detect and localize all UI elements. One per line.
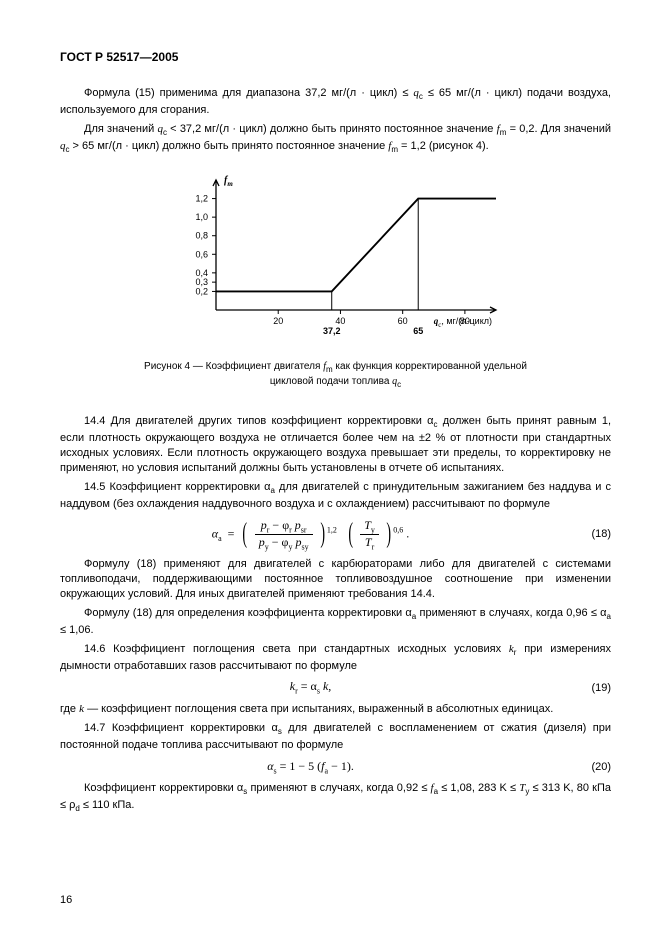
para-147c: Коэффициент корректировки αs применяют в… xyxy=(60,781,611,815)
t: 14.5 Коэффициент корректировки α xyxy=(84,481,271,493)
t: − φ xyxy=(269,518,289,532)
svg-text:0,3: 0,3 xyxy=(195,277,208,287)
t: T xyxy=(365,535,372,549)
svg-text:0,2: 0,2 xyxy=(195,286,208,296)
t: — коэффициент поглощения света при испыт… xyxy=(84,703,553,715)
svg-text:65: 65 xyxy=(413,326,423,336)
t: k, xyxy=(320,679,331,693)
para-145c: Формулу (18) применяют для двигателей с … xyxy=(60,557,611,602)
t: Коэффициент корректировки α xyxy=(84,782,243,794)
t: где xyxy=(60,703,79,715)
sym: m xyxy=(391,145,398,154)
chart-svg: 0,20,30,40,60,81,01,22040608037,265fmqc,… xyxy=(156,170,516,350)
t: Для значений xyxy=(84,123,157,135)
para-145: 14.5 Коэффициент корректировки αа для дв… xyxy=(60,480,611,512)
equation-18: αa = ( pr − φr psr py − φy psy )1,2 ( Ty… xyxy=(60,518,611,552)
t: 14.7 Коэффициент корректировки α xyxy=(84,722,278,734)
svg-text:1,0: 1,0 xyxy=(195,212,208,222)
t: 14.6 Коэффициент поглощения света при ст… xyxy=(84,643,509,655)
svg-text:0,6: 0,6 xyxy=(195,249,208,259)
t: как функция корректированной удельной xyxy=(333,361,527,372)
para-144: 14.4 Для двигателей других типов коэффиц… xyxy=(60,414,611,476)
svg-text:60: 60 xyxy=(397,316,407,326)
para-2: Для значений qc < 37,2 мг/(л · цикл) дол… xyxy=(60,122,611,156)
svg-text:37,2: 37,2 xyxy=(322,326,340,336)
svg-text:20: 20 xyxy=(273,316,283,326)
figure-4-chart: 0,20,30,40,60,81,01,22040608037,265fmqc,… xyxy=(60,170,611,350)
t: y xyxy=(371,525,375,534)
t: Формула (15) применима для диапазона 37,… xyxy=(84,87,413,99)
t: 1,2 xyxy=(327,525,337,534)
t: T xyxy=(364,518,371,532)
para-146: 14.6 Коэффициент поглощения света при ст… xyxy=(60,642,611,674)
t: < 37,2 мг/(л · цикл) должно быть принято… xyxy=(167,123,497,135)
t: sy xyxy=(301,542,308,551)
para-146c: где k — коэффициент поглощения света при… xyxy=(60,702,611,717)
t: = 1 − 5 ( xyxy=(277,759,322,773)
sym: c xyxy=(397,380,401,389)
t: применяют в случаях, когда 0,92 ≤ xyxy=(247,782,430,794)
t: = 0,2. Для значений xyxy=(506,123,611,135)
t: ≤ 1,08, 283 K ≤ xyxy=(438,782,519,794)
figure-4-caption: Рисунок 4 — Коэффициент двигателя fm как… xyxy=(60,360,611,390)
svg-text:1,2: 1,2 xyxy=(195,193,208,203)
t: ≤ 110 кПа. xyxy=(80,799,135,811)
t: − φ xyxy=(269,535,289,549)
para-1: Формула (15) применима для диапазона 37,… xyxy=(60,86,611,118)
equation-20: αs = 1 − 5 (fa − 1). (20) xyxy=(60,759,611,775)
doc-header: ГОСТ Р 52517—2005 xyxy=(60,50,611,64)
eq-num-20: (20) xyxy=(561,761,611,773)
page-number: 16 xyxy=(60,894,72,906)
svg-text:fm: fm xyxy=(224,175,233,188)
svg-text:qc, мг/(л·цикл): qc, мг/(л·цикл) xyxy=(433,316,491,329)
sym: а xyxy=(607,612,611,621)
t: > 65 мг/(л · цикл) должно быть принято п… xyxy=(70,140,389,152)
svg-text:0,4: 0,4 xyxy=(195,268,208,278)
t: применяют в случаях, когда 0,96 ≤ α xyxy=(416,607,606,619)
t: p xyxy=(292,518,301,532)
sym: a xyxy=(218,534,222,543)
t: r xyxy=(372,542,375,551)
t: ≤ 1,06. xyxy=(60,624,94,636)
sym: m xyxy=(326,365,333,374)
svg-text:40: 40 xyxy=(335,316,345,326)
t: 14.4 Для двигателей других типов коэффиц… xyxy=(84,415,433,427)
t: − 1). xyxy=(328,759,354,773)
t: цикловой подачи топлива xyxy=(270,376,392,387)
t: = 1,2 (рисунок 4). xyxy=(398,140,489,152)
equation-19: kr = αs k, (19) xyxy=(60,679,611,695)
svg-text:0,8: 0,8 xyxy=(195,231,208,241)
t: Формулу (18) для определения коэффициент… xyxy=(84,607,412,619)
t: = α xyxy=(298,679,317,693)
eq-num-18: (18) xyxy=(561,528,611,540)
t: sr xyxy=(301,525,307,534)
t: 0,6 xyxy=(393,525,403,534)
para-147: 14.7 Коэффициент корректировки αs для дв… xyxy=(60,721,611,753)
eq-num-19: (19) xyxy=(561,682,611,694)
para-145d: Формулу (18) для определения коэффициент… xyxy=(60,606,611,638)
t: Рисунок 4 — Коэффициент двигателя xyxy=(144,361,323,372)
